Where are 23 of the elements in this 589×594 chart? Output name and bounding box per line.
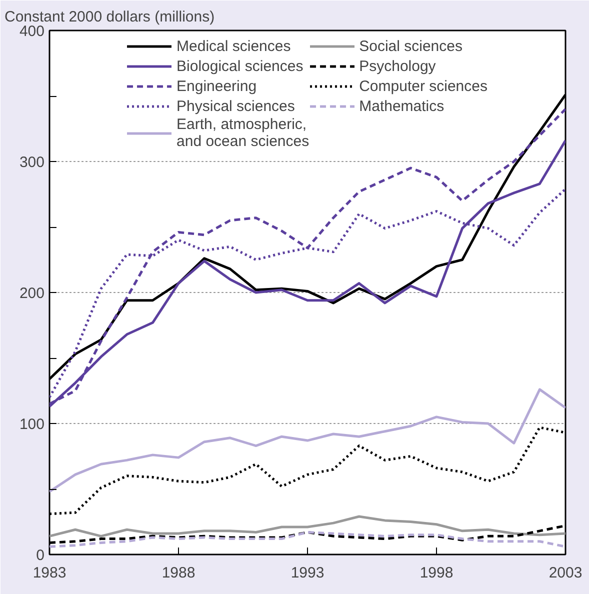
legend-label: Physical sciences — [176, 97, 295, 115]
legend-label: Mathematics — [359, 97, 444, 115]
legend-label: Engineering — [176, 77, 257, 95]
y-tick-label: 200 — [19, 285, 45, 302]
legend-label: Social sciences — [359, 37, 462, 55]
line-series — [50, 515, 566, 538]
x-tick-label: 2003 — [548, 564, 582, 582]
y-tick-label: 400 — [19, 23, 45, 40]
line-series — [50, 388, 566, 493]
x-tick-label: 1983 — [32, 564, 66, 582]
x-tick-label: 1988 — [162, 564, 196, 582]
y-tick-label: 300 — [19, 154, 45, 171]
line-series — [50, 530, 566, 548]
legend-label: Psychology — [359, 57, 436, 75]
y-tick-label: 100 — [19, 416, 45, 433]
legend-label: Earth, atmospheric, and ocean sciences — [176, 116, 310, 150]
legend-label: Biological sciences — [176, 57, 304, 75]
y-tick-label: 0 — [36, 547, 44, 564]
x-tick-label: 1998 — [420, 564, 454, 582]
legend-label: Medical sciences — [176, 37, 291, 55]
x-tick-label: 1993 — [290, 564, 324, 582]
legend-label: Computer sciences — [359, 77, 488, 95]
y-axis-title: Constant 2000 dollars (millions) — [4, 8, 215, 26]
